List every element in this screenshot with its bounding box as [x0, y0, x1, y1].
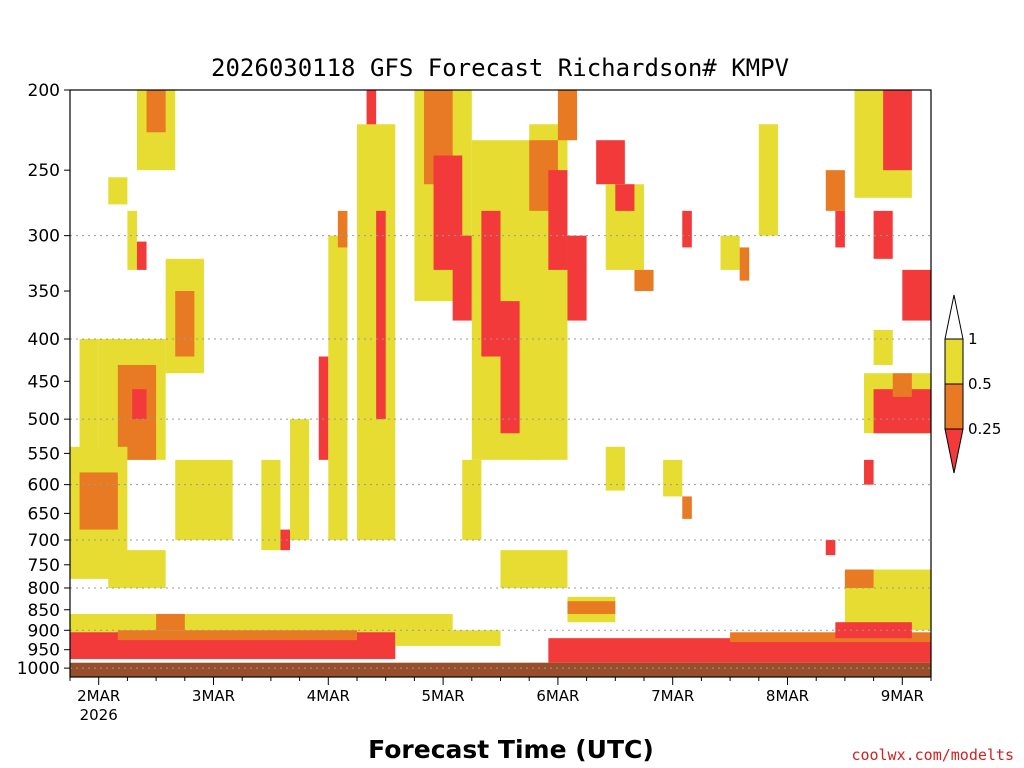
- ri-cell-37: [596, 140, 625, 185]
- ri-cell-20: [328, 235, 348, 541]
- ri-cell-17: [280, 529, 291, 551]
- ri-cell-57: [663, 459, 683, 497]
- y-tick-label-900: 900: [28, 621, 60, 641]
- ri-cell-19: [318, 356, 329, 460]
- ri-cell-44: [739, 247, 750, 281]
- ri-cell-15: [203, 484, 224, 530]
- ri-cell-49: [883, 90, 912, 171]
- ri-cell-71: [548, 638, 931, 663]
- ri-cell-52: [873, 329, 893, 365]
- ri-cell-41: [634, 269, 654, 292]
- ri-cell-51: [902, 269, 931, 321]
- ground-layer: [70, 662, 931, 677]
- ri-cell-62: [567, 601, 616, 614]
- ri-cell-55: [892, 373, 912, 397]
- y-tick-label-450: 450: [28, 372, 60, 392]
- ri-cell-50: [873, 210, 893, 259]
- x-tick-label-3: 5MAR: [422, 687, 465, 705]
- x-tick-label-0: 2MAR: [77, 687, 120, 705]
- legend-top-arrow: [944, 294, 964, 340]
- legend-swatch-0: [944, 338, 964, 385]
- y-tick-label-550: 550: [28, 444, 60, 464]
- ri-cell-72: [730, 632, 931, 643]
- ri-cell-6: [175, 291, 195, 357]
- ri-cell-45: [758, 124, 778, 236]
- heatmap-cells: [70, 90, 931, 663]
- y-tick-label-1000: 1000: [17, 659, 60, 679]
- ri-cell-58: [682, 496, 692, 519]
- legend: 1 0.5 0.25: [944, 294, 1001, 474]
- ri-cell-40: [605, 446, 625, 491]
- ri-cell-60: [500, 550, 568, 588]
- y-tick-label-800: 800: [28, 579, 60, 599]
- legend-label-1: 0.5: [968, 375, 992, 393]
- legend-bottom-arrow: [944, 428, 964, 474]
- ri-cell-65: [844, 569, 874, 588]
- x-axis-label: Forecast Time (UTC): [368, 735, 654, 764]
- y-tick-label-650: 650: [28, 504, 60, 524]
- x-tick-label-5: 7MAR: [651, 687, 694, 705]
- ri-cell-36: [567, 235, 587, 321]
- ri-cell-69: [117, 630, 357, 641]
- x-tick-label-7: 9MAR: [881, 687, 924, 705]
- y-tick-label-750: 750: [28, 556, 60, 576]
- ri-cell-2: [108, 177, 128, 205]
- y-tick-label-850: 850: [28, 601, 60, 621]
- ri-cell-13: [108, 550, 166, 588]
- y-tick-label-600: 600: [28, 476, 60, 496]
- ri-cell-59: [462, 459, 482, 541]
- x-tick-label-4: 6MAR: [536, 687, 579, 705]
- ri-cell-35: [557, 90, 578, 141]
- y-tick-label-200: 200: [28, 81, 60, 101]
- ri-cell-63: [825, 540, 836, 556]
- y-tick-label-250: 250: [28, 161, 60, 181]
- ri-cell-10: [132, 389, 147, 420]
- ri-cell-28: [452, 235, 472, 321]
- ri-cell-21: [337, 210, 348, 248]
- ri-cell-4: [136, 241, 147, 270]
- ri-cell-70: [395, 630, 501, 646]
- legend-label-2: 0.25: [968, 420, 1001, 438]
- ri-cell-39: [615, 184, 635, 211]
- ri-cell-47: [835, 210, 845, 248]
- ri-cell-30: [481, 210, 501, 357]
- y-tick-label-500: 500: [28, 410, 60, 430]
- ri-cell-12: [79, 472, 118, 530]
- ri-cell-46: [825, 170, 845, 211]
- y-tick-label-300: 300: [28, 227, 60, 247]
- ri-cell-3: [127, 210, 137, 270]
- y-tick-label-950: 950: [28, 641, 60, 661]
- x-tick-label-6: 8MAR: [766, 687, 809, 705]
- x-tick-label-1: 3MAR: [192, 687, 235, 705]
- chart-title: 2026030118 GFS Forecast Richardson# KMPV: [211, 54, 789, 82]
- ri-cell-1: [146, 90, 166, 133]
- ri-cell-31: [500, 301, 520, 434]
- y-tick-label-350: 350: [28, 282, 60, 302]
- y-axis-ticks: 200 250 300 350 400 450 500 550 600 650 700 750 8008…: [17, 81, 70, 679]
- ground-fill: [70, 662, 931, 677]
- y-tick-label-400: 400: [28, 330, 60, 350]
- ri-cell-73: [835, 622, 912, 639]
- x-tick-label-2: 4MAR: [307, 687, 350, 705]
- ri-cell-56: [864, 459, 874, 485]
- ri-cell-18: [290, 419, 310, 541]
- ri-cell-24: [376, 210, 386, 420]
- ri-cell-43: [720, 235, 740, 270]
- legend-label-0: 1: [968, 330, 978, 348]
- ri-cell-34: [548, 170, 568, 270]
- ri-cell-42: [682, 210, 692, 248]
- ri-cell-67: [156, 613, 185, 631]
- credit-text: coolwx.com/modelts: [851, 746, 1014, 764]
- x-tick-sublabel-0: 2026: [80, 706, 118, 724]
- legend-swatch-1: [944, 383, 964, 430]
- y-tick-label-700: 700: [28, 531, 60, 551]
- ri-cell-16: [261, 459, 281, 551]
